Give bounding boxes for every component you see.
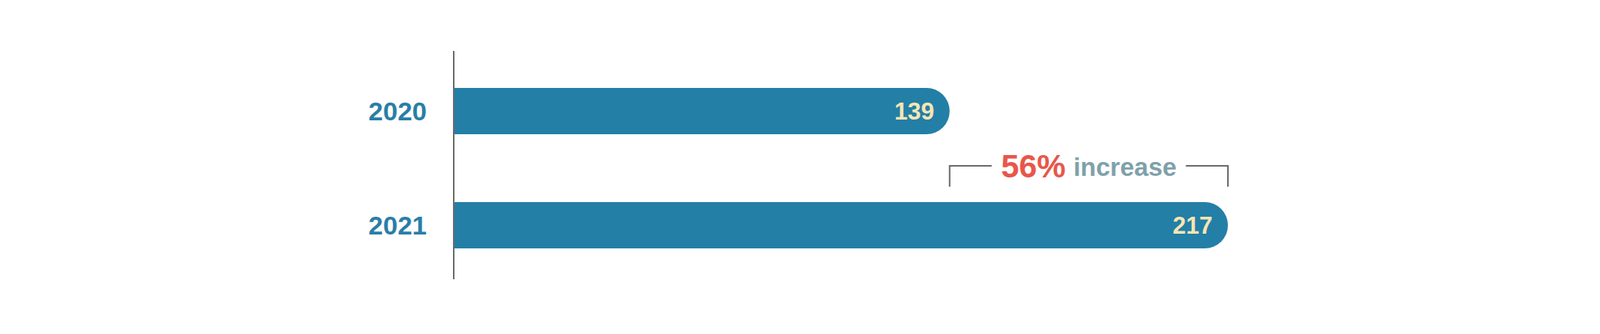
category-label: 2021 — [368, 210, 427, 240]
bracket — [949, 165, 1228, 187]
category-axis — [452, 50, 455, 279]
bars — [453, 87, 1228, 249]
annotation-highlight: 56% — [1000, 147, 1066, 185]
annotation: 56%increase — [949, 147, 1228, 187]
data-label: 217 — [1172, 211, 1213, 239]
chart: 139 217 2020 2021 56%increase — [0, 0, 1600, 334]
bar — [453, 87, 950, 135]
bar — [453, 201, 1228, 249]
category-label: 2020 — [368, 96, 427, 126]
annotation-text: increase — [1073, 152, 1177, 182]
data-label: 139 — [894, 97, 935, 125]
